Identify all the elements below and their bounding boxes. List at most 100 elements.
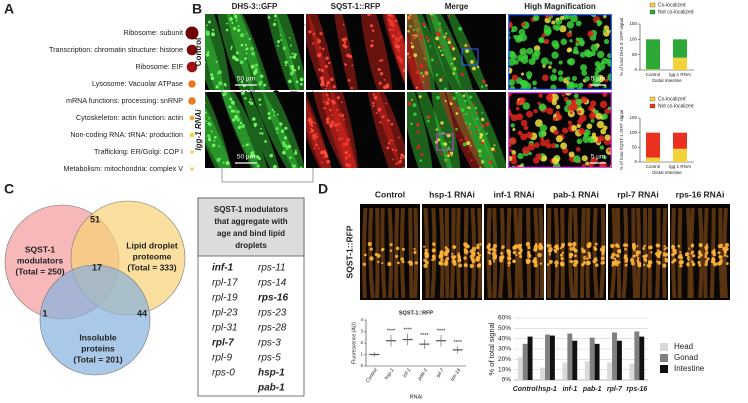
aggregate xyxy=(560,256,564,261)
granule xyxy=(323,106,326,110)
granule xyxy=(288,79,292,84)
table-header: SQST-1 modulators xyxy=(214,205,289,214)
granule xyxy=(397,136,400,139)
column-header: inf-1 RNAi xyxy=(493,189,534,199)
aggregate xyxy=(706,257,710,261)
venn-circle xyxy=(39,264,151,376)
granule xyxy=(375,112,378,115)
aggregate xyxy=(451,256,456,260)
granule xyxy=(464,121,468,125)
granule xyxy=(534,142,540,148)
aggregate xyxy=(507,264,510,267)
y-tick-label: 10% xyxy=(498,366,511,373)
granule xyxy=(475,111,478,115)
enrichment-dot xyxy=(186,44,198,56)
granule xyxy=(330,120,335,124)
aggregate xyxy=(663,251,666,255)
granule xyxy=(392,28,395,31)
granule xyxy=(447,14,451,18)
venn-set-label: modulators xyxy=(17,255,64,265)
granule xyxy=(573,46,578,51)
granule xyxy=(601,113,608,120)
granule xyxy=(259,74,264,79)
granule xyxy=(510,158,518,165)
granule xyxy=(407,52,410,56)
granule xyxy=(416,130,420,134)
table-cell: inf-1 xyxy=(212,263,234,274)
granule xyxy=(512,127,516,131)
granule xyxy=(537,101,541,106)
worm-image xyxy=(422,204,482,300)
table-cell: rpl-9 xyxy=(212,353,232,364)
aggregate xyxy=(724,242,730,248)
granule xyxy=(480,160,485,164)
aggregate xyxy=(663,245,666,248)
aggregate xyxy=(400,257,404,261)
granule xyxy=(347,78,351,82)
granule xyxy=(552,117,557,121)
row-label: lgg-1 RNAi xyxy=(194,109,203,151)
granule xyxy=(235,19,238,22)
bar xyxy=(616,340,622,380)
bar xyxy=(589,337,595,380)
granule xyxy=(476,65,480,69)
granule xyxy=(399,159,403,162)
granule xyxy=(549,74,557,82)
granule xyxy=(289,55,292,59)
aggregate xyxy=(632,254,636,258)
granule xyxy=(533,49,541,57)
granule xyxy=(255,155,260,159)
aggregate xyxy=(555,247,559,251)
bar xyxy=(584,361,590,380)
granule xyxy=(372,93,375,96)
granule xyxy=(470,159,473,162)
tissue-streak xyxy=(217,92,264,168)
granule xyxy=(216,157,221,162)
legend-label: Not co-localized xyxy=(658,9,694,15)
granule xyxy=(557,70,564,76)
stacked-bar xyxy=(646,39,660,70)
granule xyxy=(223,82,227,86)
granule xyxy=(421,78,424,81)
granule xyxy=(517,130,523,136)
aggregate xyxy=(492,256,497,261)
granule xyxy=(439,49,443,52)
granule xyxy=(320,83,324,87)
granule xyxy=(561,93,565,97)
granule xyxy=(253,122,258,127)
granule xyxy=(472,66,476,71)
venn-set-label: proteins xyxy=(81,343,115,353)
granule xyxy=(207,20,211,24)
granule xyxy=(207,138,212,142)
aggregate xyxy=(690,252,693,255)
aggregate xyxy=(492,260,496,263)
aggregate xyxy=(692,263,696,267)
aggregate xyxy=(725,262,729,265)
granule xyxy=(452,72,455,75)
granule xyxy=(244,57,247,60)
granule xyxy=(267,16,271,19)
granule xyxy=(320,68,324,73)
granule xyxy=(430,17,434,21)
granule xyxy=(211,143,216,148)
granule xyxy=(451,50,454,52)
worm-image xyxy=(546,204,606,300)
term-label: Cytoskeleton: actin function: actin xyxy=(76,113,183,122)
aggregate xyxy=(698,242,703,248)
granule xyxy=(440,126,443,129)
aggregate xyxy=(424,248,428,252)
granule xyxy=(211,28,215,31)
granule xyxy=(377,67,381,72)
legend-label: Co-localized xyxy=(658,2,686,8)
y-tick-label: 50 xyxy=(632,145,638,150)
x-tick-label: inf-1 xyxy=(562,386,577,393)
aggregate xyxy=(560,244,565,249)
granule xyxy=(519,97,526,104)
granule xyxy=(573,155,581,163)
granule xyxy=(205,114,206,116)
aggregate xyxy=(600,261,605,265)
granule xyxy=(548,61,553,65)
aggregate xyxy=(469,263,475,269)
chart-title: SQST-1::RFP xyxy=(399,310,434,316)
tissue-streak xyxy=(332,14,360,90)
